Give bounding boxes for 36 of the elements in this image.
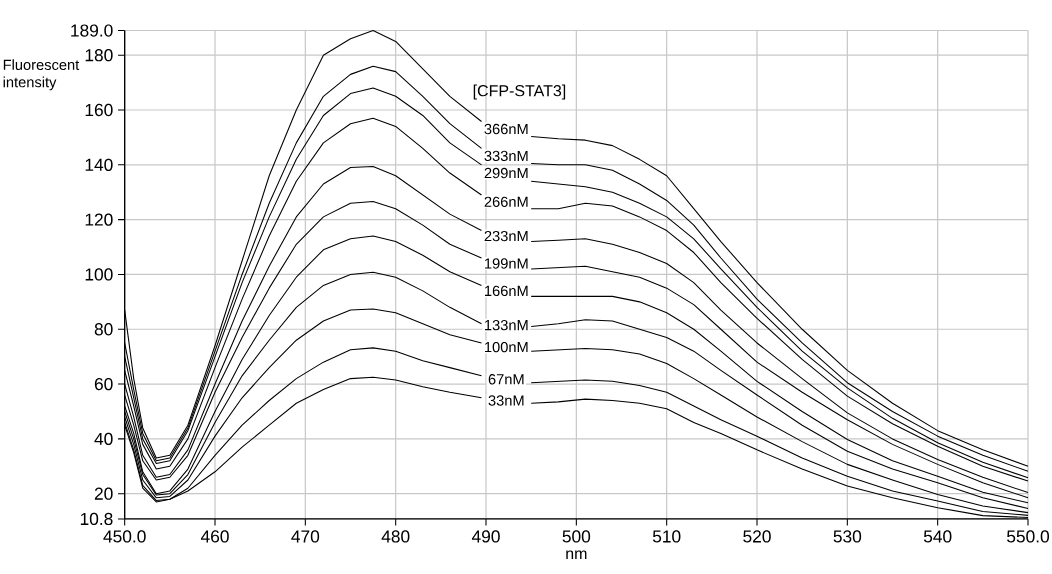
y-tick-label: 140 (85, 158, 113, 171)
y-tick-label: 189.0 (71, 24, 113, 37)
y-tick-label: 80 (94, 323, 113, 336)
x-tick-label: 510 (652, 530, 681, 543)
x-tick-label: 550.0 (1007, 530, 1050, 543)
y-tick-label: 160 (85, 103, 113, 117)
x-tick-label: 470 (291, 530, 320, 543)
legend-title: [CFP-STAT3] (473, 84, 566, 100)
series-label: 366nM (484, 123, 528, 135)
series-label: 67nM (488, 374, 524, 385)
x-axis-title: nm (566, 550, 587, 559)
x-tick-label: 530 (833, 530, 862, 543)
x-tick-label: 450.0 (103, 530, 146, 543)
x-tick-label: 480 (381, 530, 410, 543)
x-tick-label: 460 (200, 530, 229, 543)
series-label: 299nM (484, 167, 528, 179)
y-tick-label: 120 (85, 213, 113, 226)
y-tick-label: 60 (94, 377, 113, 391)
x-tick-label: 540 (923, 530, 952, 543)
series-label: 266nM (484, 196, 528, 208)
y-axis-title: Fluorescent intensity (3, 59, 80, 91)
y-tick-label: 20 (94, 487, 113, 500)
series-label: 199nM (485, 258, 528, 269)
series-label: 233nM (484, 230, 528, 242)
x-tick-label: 490 (471, 530, 500, 543)
y-tick-label: 180 (85, 49, 113, 62)
x-tick-label: 500 (562, 530, 591, 543)
series-label: 333nM (484, 150, 528, 162)
x-tick-label: 520 (743, 530, 771, 543)
y-tick-label: 100 (85, 268, 113, 281)
y-tick-label: 40 (94, 432, 113, 446)
series-label: 100nM (485, 341, 528, 353)
series-label: 33nM (488, 395, 524, 406)
series-label: 133nM (485, 319, 528, 331)
series-label: 166nM (485, 285, 528, 297)
y-tick-label: 10.8 (80, 512, 113, 526)
